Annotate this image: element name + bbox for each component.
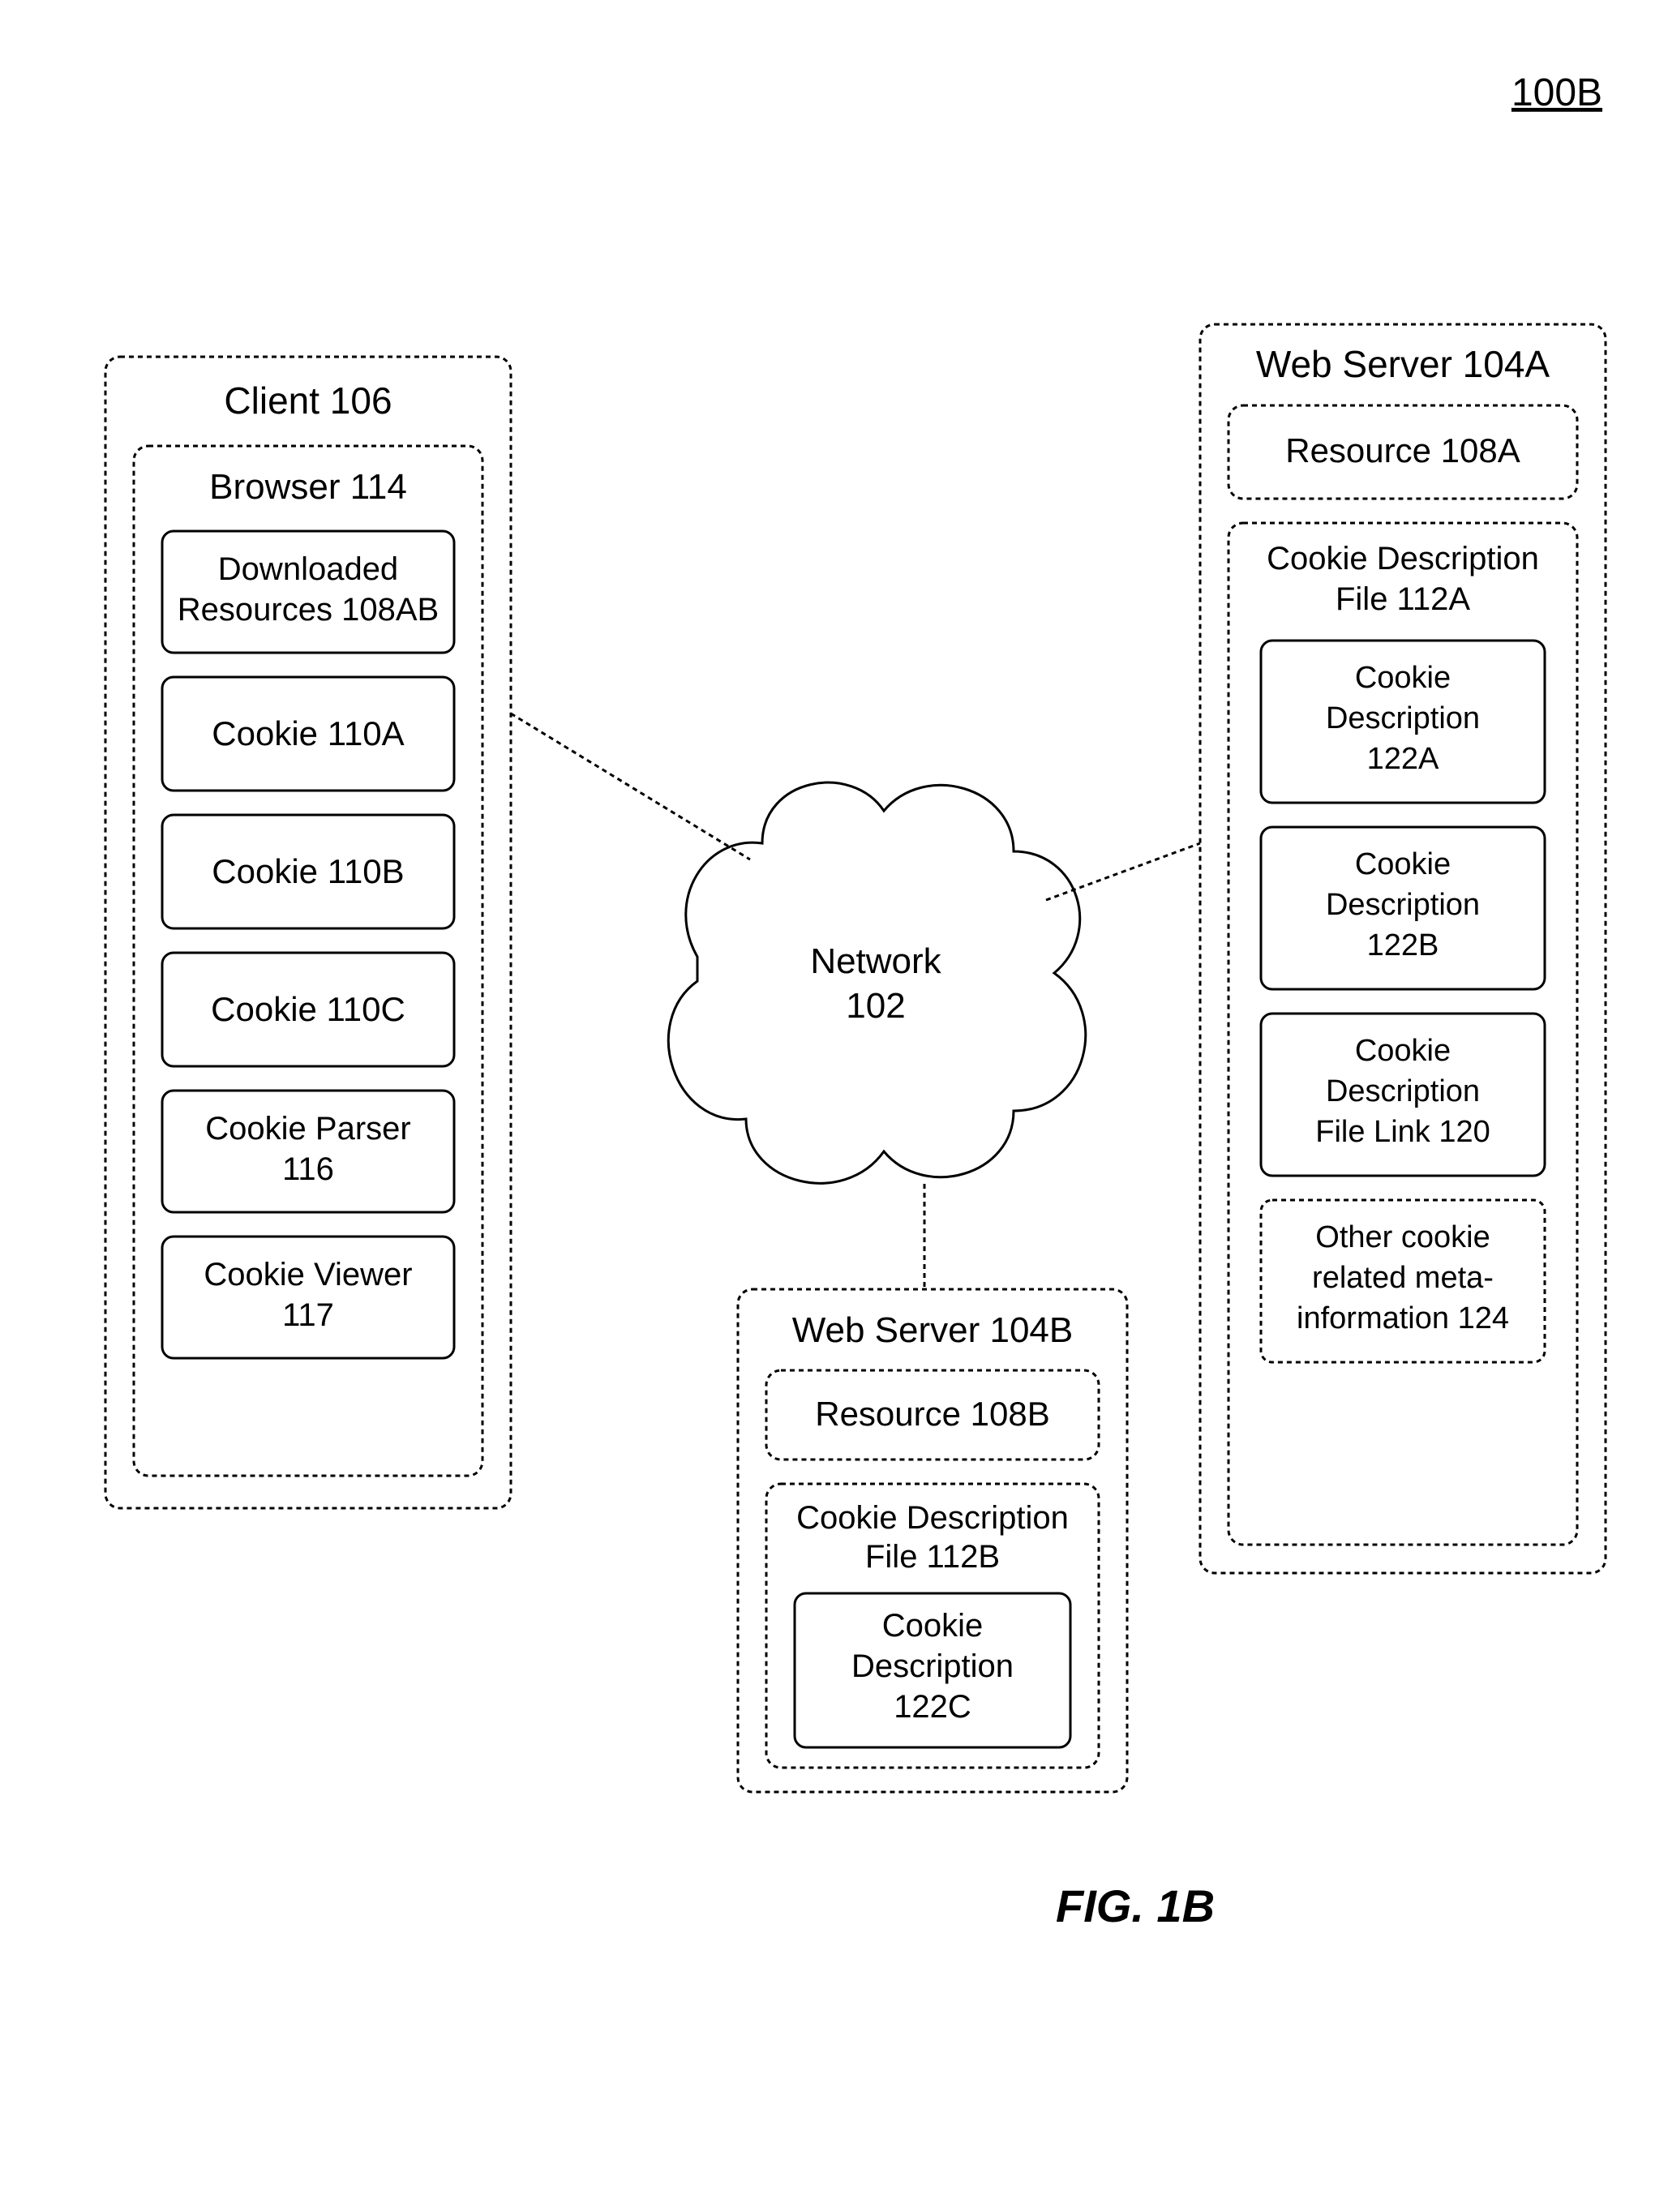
server-b-cdf-2: File 112B <box>865 1539 1000 1575</box>
server-b-resource: Resource 108B <box>815 1395 1050 1433</box>
client-title: Client 106 <box>224 379 392 422</box>
cdf-item-l2: Description <box>1326 1074 1480 1108</box>
browser-item-line1: Cookie 110C <box>211 990 405 1028</box>
cdf-item-l1: Cookie <box>1355 1034 1451 1068</box>
server-a-cdf-2: File 112A <box>1336 581 1470 617</box>
browser-item-line1: Downloaded <box>218 551 398 587</box>
browser-item-line1: Cookie 110A <box>212 714 404 752</box>
cdf-item-l3: 122B <box>1367 928 1439 962</box>
browser-title: Browser 114 <box>209 467 407 507</box>
network-label-1: Network <box>810 941 941 981</box>
server-a-block: Web Server 104A Resource 108A Cookie Des… <box>1200 324 1606 1573</box>
cdf-item-l2: Description <box>1326 701 1480 735</box>
server-a-title: Web Server 104A <box>1256 343 1550 385</box>
cdf-item-l1: Other cookie <box>1315 1220 1490 1254</box>
cdf-item-l2: related meta- <box>1312 1261 1494 1295</box>
browser-item-line1: Cookie 110B <box>212 852 404 890</box>
network-cloud: Network 102 <box>668 782 1085 1183</box>
connector-network-serverA <box>1046 843 1200 900</box>
server-a-cdf-1: Cookie Description <box>1267 541 1539 577</box>
network-label-2: 102 <box>846 986 905 1026</box>
cdf-item-l2: Description <box>1326 888 1480 922</box>
cdf-item-l1: Cookie <box>1355 661 1451 695</box>
cdf-item-l3: File Link 120 <box>1315 1115 1490 1149</box>
browser-item-line2: Resources 108AB <box>178 592 439 628</box>
browser-item-line2: 117 <box>282 1297 334 1333</box>
server-a-resource: Resource 108A <box>1285 431 1520 469</box>
server-b-title: Web Server 104B <box>792 1310 1073 1350</box>
browser-item-line2: 116 <box>282 1151 334 1187</box>
server-b-item-l1: Cookie <box>882 1608 984 1644</box>
server-b-item-l2: Description <box>851 1648 1014 1684</box>
cdf-item-l1: Cookie <box>1355 847 1451 881</box>
connector-client-network <box>511 714 750 860</box>
browser-item-line1: Cookie Parser <box>205 1111 410 1147</box>
figure-caption: FIG. 1B <box>1056 1880 1215 1931</box>
server-b-item-l3: 122C <box>894 1689 971 1725</box>
server-b-block: Web Server 104B Resource 108B Cookie Des… <box>738 1289 1127 1792</box>
cdf-item-l3: information 124 <box>1297 1301 1509 1335</box>
server-b-cdf-1: Cookie Description <box>796 1500 1069 1536</box>
cdf-item-l3: 122A <box>1367 742 1439 776</box>
browser-item-line1: Cookie Viewer <box>204 1257 412 1292</box>
figure-id: 100B <box>1511 71 1602 114</box>
client-block: Client 106 Browser 114 Downloaded Resourc… <box>105 357 511 1508</box>
